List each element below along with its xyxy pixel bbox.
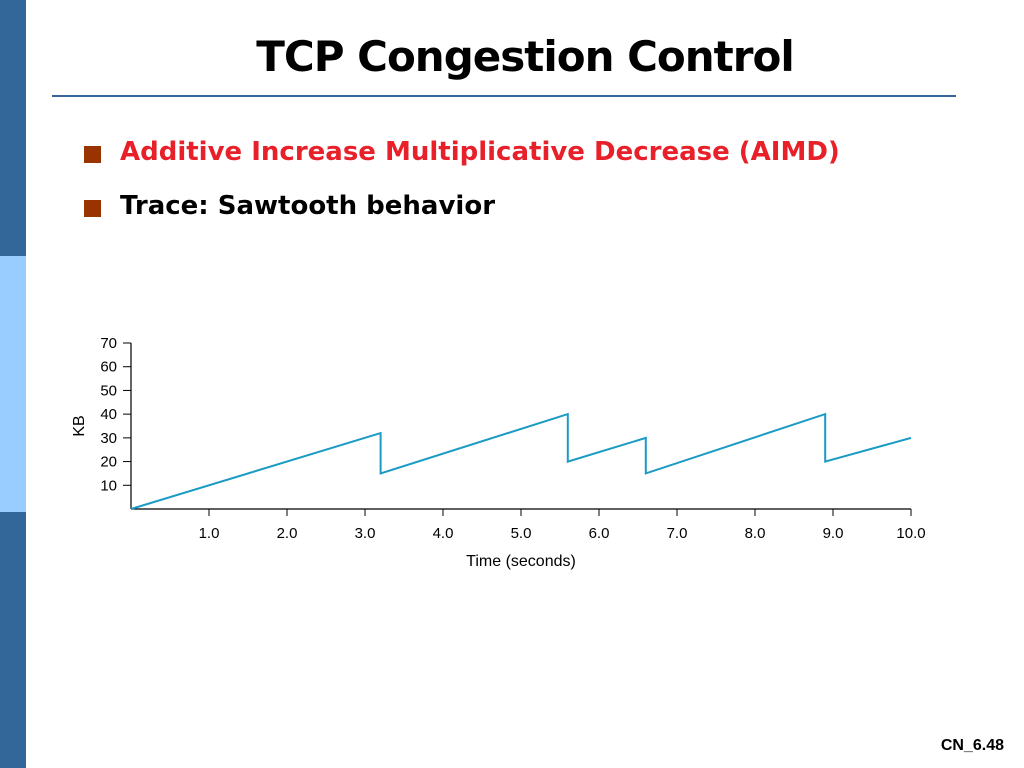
y-tick-label: 60 [100, 359, 117, 376]
y-tick-label: 30 [100, 430, 117, 447]
bullet-text: Trace: Sawtooth behavior [120, 191, 496, 221]
x-axis-ticks: 1.0 2.0 3.0 4.0 5.0 6.0 7.0 8.0 9.0 10.0 [199, 509, 926, 542]
sawtooth-series-line [130, 412, 912, 510]
square-bullet-icon [84, 146, 101, 163]
x-axis-label: Time (seconds) [466, 553, 576, 570]
x-tick-label: 6.0 [589, 525, 610, 542]
accent-bar-top [0, 0, 26, 256]
y-tick-label: 10 [100, 477, 117, 494]
accent-bar-middle [0, 256, 26, 512]
y-tick-label: 20 [100, 454, 117, 471]
x-tick-label: 1.0 [199, 525, 220, 542]
x-tick-label: 10.0 [896, 525, 925, 542]
y-tick-label: 40 [100, 406, 117, 423]
slide-number: CN_6.48 [940, 737, 1004, 754]
slide-title: TCP Congestion Control [256, 32, 794, 81]
x-tick-label: 9.0 [823, 525, 844, 542]
x-tick-label: 3.0 [355, 525, 376, 542]
bullet-text: Additive Increase Multiplicative Decreas… [120, 137, 840, 167]
accent-bar-bottom [0, 512, 26, 768]
y-tick-label: 50 [100, 382, 117, 399]
sawtooth-chart: 10 20 30 40 50 60 70 1.0 2.0 3.0 4.0 5.0 6.0 7.0 8.0 9… [71, 335, 926, 570]
x-tick-label: 8.0 [745, 525, 766, 542]
x-tick-label: 2.0 [277, 525, 298, 542]
y-axis-label: KB [71, 415, 88, 436]
square-bullet-icon [84, 200, 101, 217]
x-tick-label: 5.0 [511, 525, 532, 542]
title-divider [52, 95, 956, 97]
x-tick-label: 4.0 [433, 525, 454, 542]
left-accent-bar [0, 0, 26, 768]
chart-axes [130, 343, 911, 510]
x-tick-label: 7.0 [667, 525, 688, 542]
y-tick-label: 70 [100, 335, 117, 352]
chart-series [130, 412, 912, 510]
y-axis-ticks: 10 20 30 40 50 60 70 [100, 335, 131, 494]
